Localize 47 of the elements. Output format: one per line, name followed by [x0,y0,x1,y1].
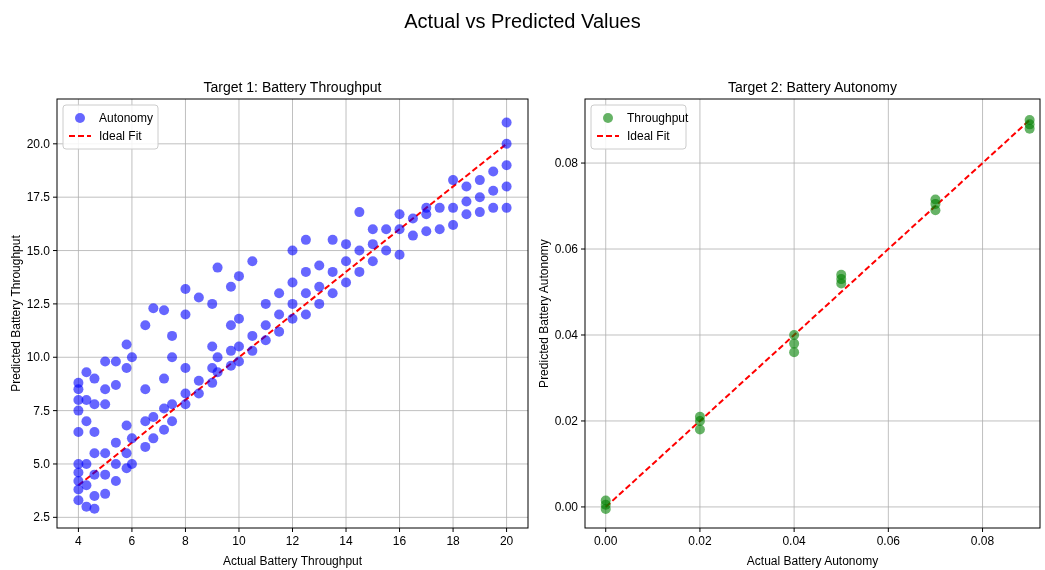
y-axis-title: Predicted Battery Autonomy [537,239,551,388]
point [789,329,800,340]
y-tick-label: 17.5 [26,190,51,205]
point [1024,115,1035,126]
point [600,495,611,506]
x-tick-label: 0.02 [688,534,712,548]
x-tick-label: 16 [392,534,407,548]
x-tick-label: 0.08 [970,534,995,548]
y-tick-label: 10.0 [26,350,51,365]
y-tick-label: 0.02 [554,413,579,428]
y-tick-label: 0.06 [554,242,579,257]
x-tick-label: 20 [499,534,514,548]
point [694,411,705,422]
y-tick-label: 5.0 [33,456,51,471]
legend-label: Throughput [627,111,690,125]
y-tick-label: 12.5 [26,296,51,311]
x-tick-label: 0.04 [782,534,807,548]
y-tick-label: 0.08 [554,156,579,171]
x-tick-label: 14 [339,534,354,548]
x-axis-title: Actual Battery Autonomy [746,554,879,568]
y-tick-label: 15.0 [26,243,51,258]
x-tick-label: 18 [446,534,461,548]
x-tick-label: 8 [182,534,190,548]
legend-label: Ideal Fit [627,129,671,143]
point [789,347,800,358]
x-tick-label: 4 [75,534,83,548]
y-tick-label: 2.5 [33,510,51,525]
x-tick-label: 12 [285,534,300,548]
chart-title: Target 1: Battery Throughput [203,79,382,95]
y-axis-title: Predicted Battery Throughput [9,234,23,392]
legend-label: Ideal Fit [99,129,143,143]
point [694,424,705,435]
x-tick-label: 6 [128,534,136,548]
legend-label: Autonomy [99,111,154,125]
y-tick-label: 0.04 [554,327,579,342]
x-tick-label: 10 [232,534,246,548]
point [836,269,847,280]
point [930,194,941,205]
y-tick-label: 20.0 [26,136,51,151]
point [789,338,800,349]
x-axis-title: Actual Battery Throughput [222,554,363,568]
y-tick-label: 7.5 [33,403,51,418]
x-tick-label: 0.06 [876,534,901,548]
text: Actual vs Predicted Values [404,10,641,32]
x-tick-label: 0.00 [594,534,618,548]
y-tick-label: 0.00 [554,499,579,514]
chart-title: Target 2: Battery Autonomy [728,79,897,95]
